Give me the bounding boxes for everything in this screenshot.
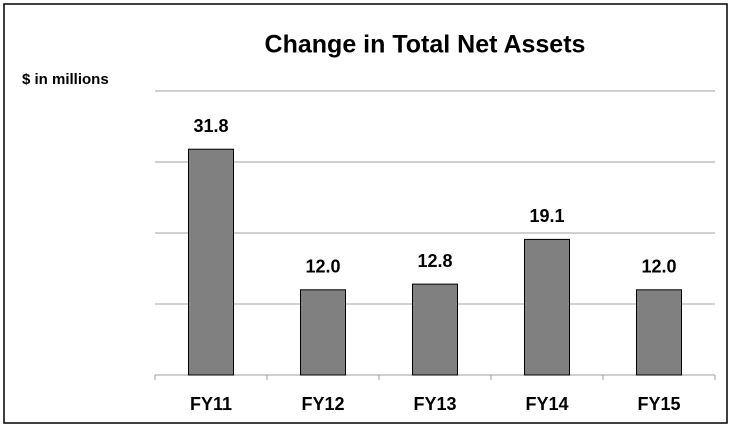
x-tick-label: FY15	[637, 394, 680, 414]
chart-frame	[3, 3, 728, 424]
bar	[524, 238, 570, 376]
bar	[188, 148, 234, 376]
x-tick-label: FY12	[301, 394, 344, 414]
data-label: 12.0	[641, 257, 676, 277]
bar	[412, 283, 458, 376]
data-label: 12.8	[417, 251, 452, 271]
bar	[300, 289, 346, 376]
chart-title: Change in Total Net Assets	[265, 31, 586, 59]
x-tick-label: FY13	[413, 394, 456, 414]
x-tick-label: FY11	[190, 394, 232, 414]
data-label: 12.0	[305, 257, 340, 277]
x-tick-label: FY14	[525, 394, 568, 414]
bar	[636, 289, 682, 376]
data-label: 19.1	[529, 206, 564, 226]
data-label: 31.8	[193, 116, 228, 136]
y-axis-label: $ in millions	[22, 71, 109, 88]
